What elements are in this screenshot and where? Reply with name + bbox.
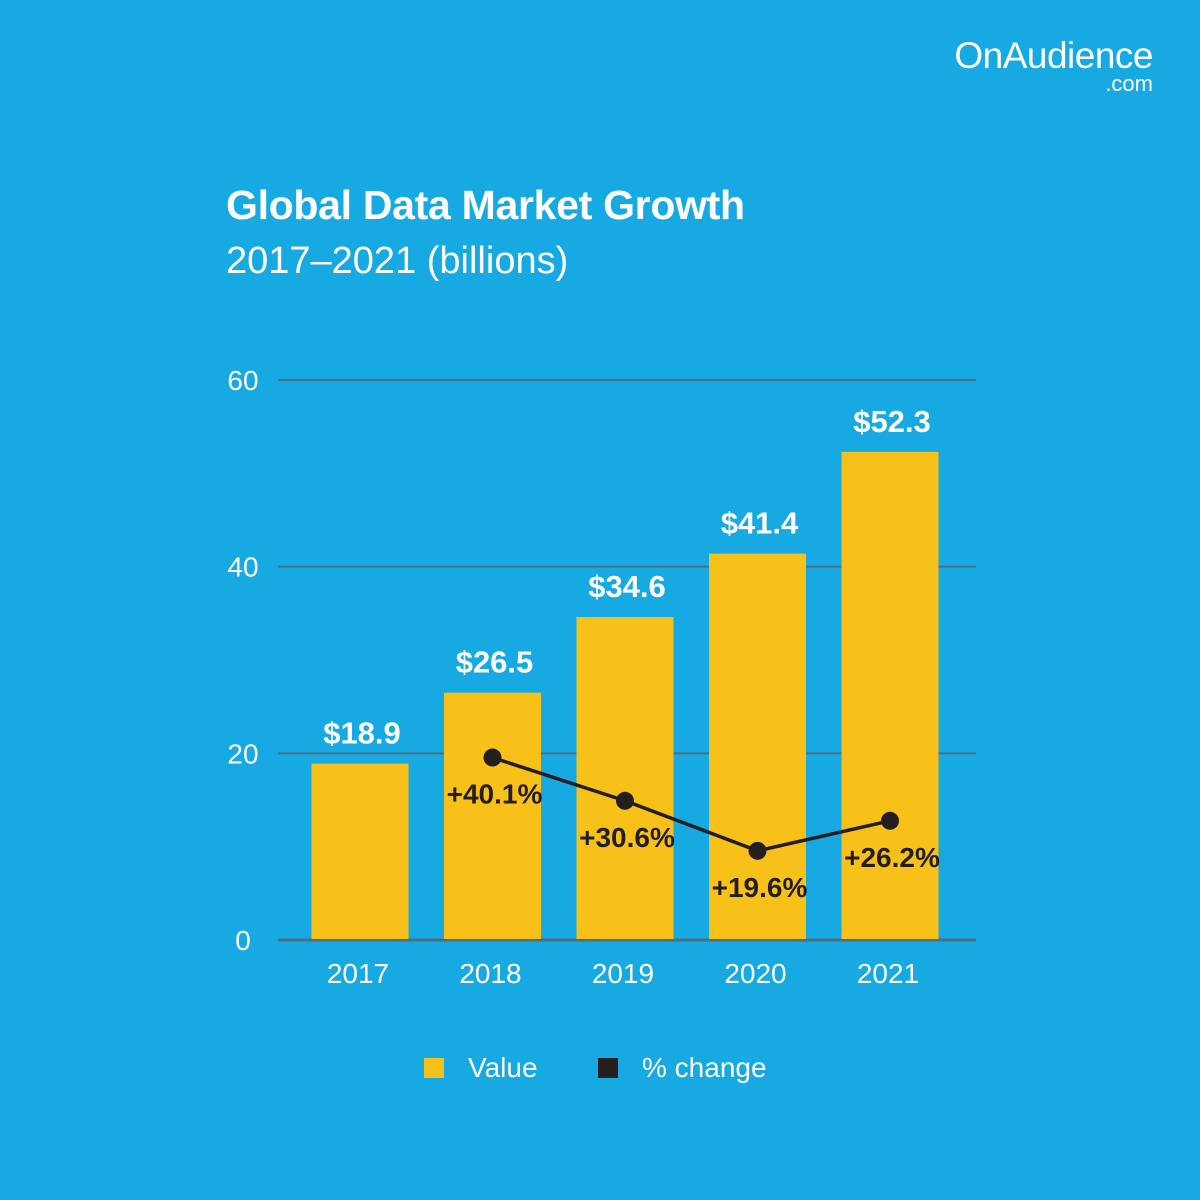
legend-item-value: Value	[424, 1052, 538, 1084]
brand-name: OnAudience	[954, 35, 1153, 76]
y-tick-label: 0	[235, 925, 251, 956]
brand-logo: OnAudience .com	[954, 35, 1153, 96]
x-tick-label: 2018	[459, 958, 521, 989]
x-tick-label: 2019	[592, 958, 654, 989]
brand-domain: .com	[1105, 71, 1153, 96]
y-tick-label: 20	[227, 738, 258, 769]
legend-swatch-change	[598, 1058, 618, 1078]
chart-title: Global Data Market Growth	[226, 182, 745, 228]
change-line	[491, 755, 891, 853]
bar-value-label: $41.4	[721, 506, 799, 541]
change-point-2019	[616, 791, 634, 810]
bar-2020	[709, 553, 806, 939]
change-label: +19.6%	[712, 872, 808, 903]
bar-value-label: $34.6	[588, 569, 666, 604]
bar-2021	[841, 451, 939, 939]
bar-value-label: $18.9	[323, 716, 401, 751]
chart-subtitle: 2017–2021 (billions)	[226, 240, 569, 282]
change-label: +40.1%	[447, 779, 543, 810]
change-label: +26.2%	[844, 842, 940, 873]
x-tick-label: 2020	[724, 958, 786, 989]
bar-line-chart: 0 20 40 60 $18.9 2017 $26.5 2018 $34.6 2019 $41.4 2…	[227, 365, 976, 989]
legend-item-change: % change	[598, 1052, 767, 1084]
bar-value-label: $52.3	[853, 404, 931, 439]
change-label: +30.6%	[579, 822, 675, 853]
chart-header: Global Data Market Growth 2017–2021 (bil…	[226, 180, 745, 286]
legend-label-value: Value	[468, 1052, 538, 1083]
chart-legend: Value % change	[0, 1052, 1200, 1084]
change-point-2020	[748, 841, 767, 860]
change-point-2018	[483, 748, 502, 767]
change-point-2021	[881, 811, 899, 830]
x-tick-label: 2021	[857, 958, 919, 989]
bar-2019	[576, 617, 674, 939]
bar-2018	[444, 692, 541, 939]
x-tick-label: 2017	[327, 958, 389, 989]
bar-2017	[311, 763, 409, 939]
legend-label-change: % change	[642, 1052, 767, 1083]
y-tick-label: 60	[227, 365, 258, 396]
legend-swatch-value	[424, 1058, 444, 1078]
bar-value-label: $26.5	[456, 645, 534, 680]
y-tick-label: 40	[227, 552, 258, 583]
